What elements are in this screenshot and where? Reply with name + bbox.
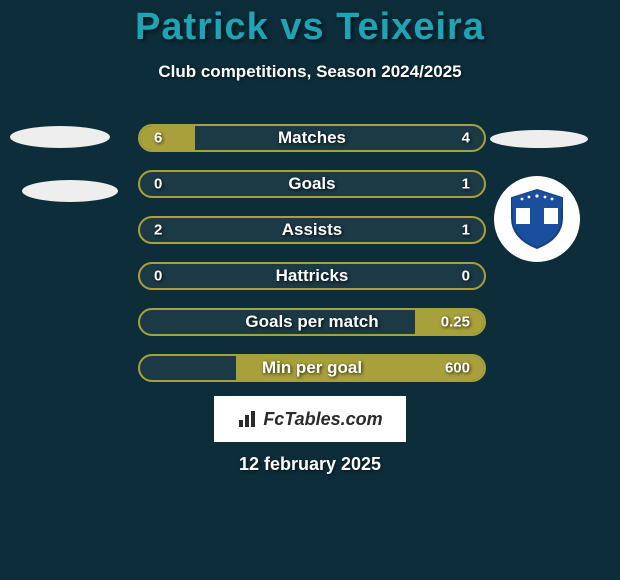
fctables-badge: FcTables.com: [214, 396, 406, 442]
stat-bar: Min per goal600: [138, 354, 486, 382]
stat-bar-value-left: 6: [154, 130, 162, 147]
page-title: Patrick vs Teixeira: [0, 6, 620, 49]
stat-bar: Matches64: [138, 124, 486, 152]
stat-bar-value-right: 1: [462, 222, 470, 239]
stat-bar-value-left: 0: [154, 176, 162, 193]
stat-bar-label: Goals: [140, 174, 484, 194]
stat-bar-value-right: 1: [462, 176, 470, 193]
stat-bar-value-right: 0: [462, 268, 470, 285]
stat-bar: Goals per match0.25: [138, 308, 486, 336]
stat-bar-fill-left: [140, 126, 195, 150]
stat-bar: Assists2 1: [138, 216, 486, 244]
player1-badge-placeholder-2: [22, 180, 118, 202]
club-badge: [494, 176, 580, 262]
stat-bar-value-right: 600: [445, 360, 470, 377]
stat-bar-label: Assists: [140, 220, 484, 240]
stat-bar-value-right: 0.25: [441, 314, 470, 331]
player1-badge-placeholder-1: [10, 126, 110, 148]
stat-bar: Hattricks0 0: [138, 262, 486, 290]
stat-bar-value-right: 4: [462, 130, 470, 147]
stat-bar-label: Hattricks: [140, 266, 484, 286]
bars-icon: [237, 408, 259, 430]
shield-icon: [504, 186, 570, 252]
subtitle: Club competitions, Season 2024/2025: [0, 62, 620, 82]
stat-bar-value-left: 2: [154, 222, 162, 239]
date-label: 12 february 2025: [0, 454, 620, 475]
player2-badge-placeholder: [490, 130, 588, 148]
stat-bar: Goals0 1: [138, 170, 486, 198]
stage: Patrick vs Teixeira Club competitions, S…: [0, 0, 620, 580]
fctables-label: FcTables.com: [263, 409, 382, 430]
stat-bar-value-left: 0: [154, 268, 162, 285]
